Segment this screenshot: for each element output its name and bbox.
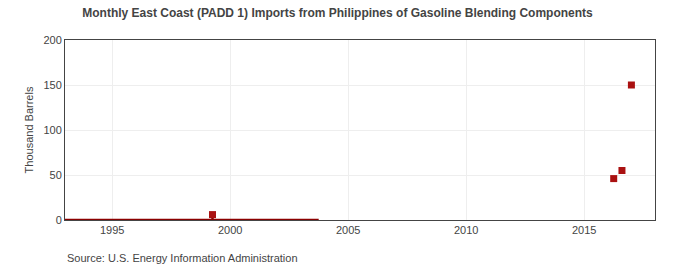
svg-text:Source: U.S. Energy Informatio: Source: U.S. Energy Information Administ…: [67, 252, 298, 264]
svg-text:Thousand Barrels: Thousand Barrels: [23, 86, 35, 173]
svg-text:150: 150: [43, 79, 61, 91]
svg-text:2005: 2005: [336, 224, 360, 236]
svg-text:100: 100: [43, 124, 61, 136]
svg-text:2010: 2010: [454, 224, 478, 236]
svg-text:Monthly East Coast (PADD 1) Im: Monthly East Coast (PADD 1) Imports from…: [82, 6, 593, 20]
svg-text:0: 0: [56, 214, 62, 226]
svg-text:2015: 2015: [572, 224, 596, 236]
svg-text:50: 50: [50, 169, 62, 181]
svg-text:200: 200: [43, 34, 61, 46]
svg-text:1995: 1995: [100, 224, 124, 236]
svg-text:2000: 2000: [218, 224, 242, 236]
